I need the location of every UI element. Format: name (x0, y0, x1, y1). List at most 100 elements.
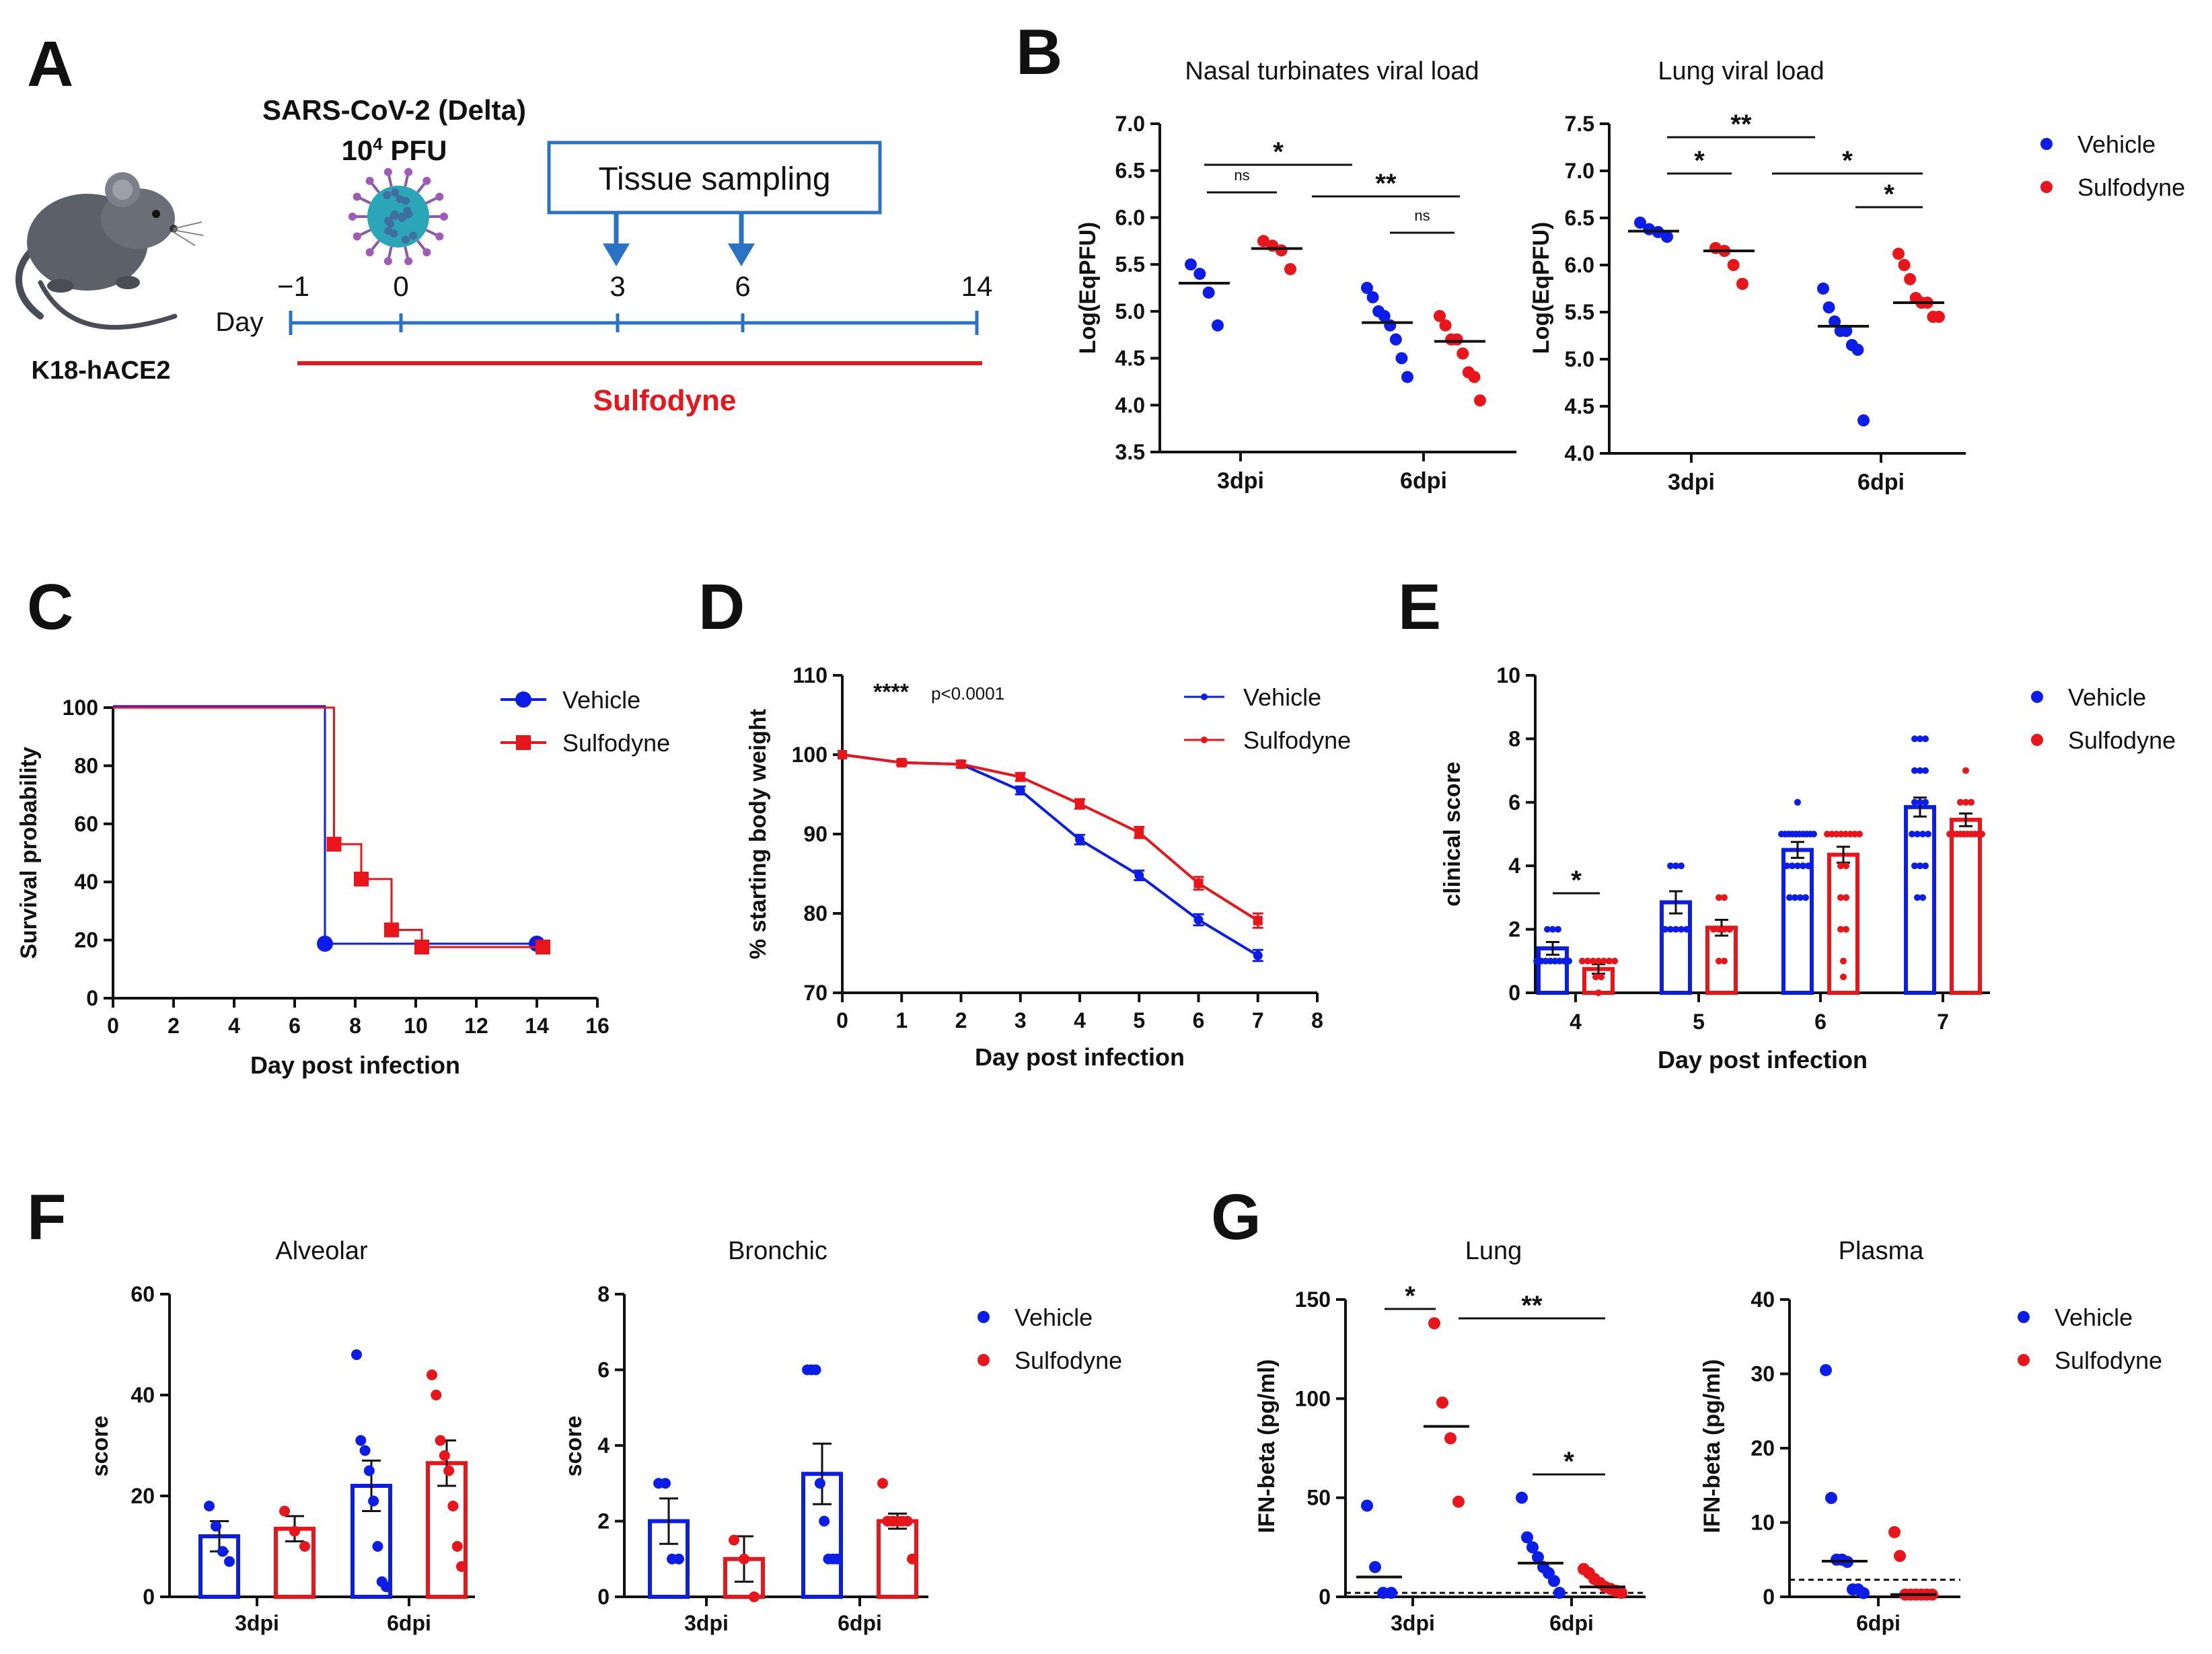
f2-point-vehicle (814, 1478, 825, 1489)
b1-point-vehicle (1193, 268, 1206, 280)
e-point-vehicle (1919, 894, 1926, 901)
b1-point-sulfodyne (1439, 319, 1452, 332)
e-point-vehicle (1672, 862, 1679, 870)
e-point-vehicle (1922, 735, 1929, 743)
c-legend-legend-label-sulfodyne: Sulfodyne (562, 729, 670, 757)
b1-sig-label: ns (1414, 207, 1430, 224)
f2-ytick-label: 8 (597, 1282, 610, 1306)
g1-ytick-label: 150 (1295, 1287, 1331, 1312)
d-point-sulfodyne (1075, 799, 1084, 809)
e-point-vehicle (1917, 862, 1923, 870)
f1-point-vehicle (351, 1349, 362, 1360)
b1-point-vehicle (1395, 352, 1408, 365)
d-point-vehicle (1193, 915, 1204, 925)
g1-point-vehicle (1369, 1561, 1381, 1573)
f2-point-sulfodyne (901, 1515, 913, 1527)
e-point-vehicle (1537, 957, 1545, 965)
b1-point-sulfodyne (1457, 347, 1469, 360)
d-point-sulfodyne (838, 750, 847, 759)
g2-point-vehicle (1857, 1587, 1870, 1600)
f1-point-sulfodyne (299, 1541, 310, 1552)
b1-point-vehicle (1185, 258, 1197, 271)
e-ytick-label: 0 (1508, 981, 1520, 1005)
e-ytick-label: 10 (1496, 663, 1520, 687)
c-xtick-label: 0 (107, 1014, 119, 1038)
b1-ytick-label: 3.5 (1115, 440, 1145, 464)
b1-point-vehicle (1202, 286, 1215, 299)
e-point-vehicle (1792, 894, 1798, 901)
sampling-arrowhead-day3 (603, 243, 630, 266)
virus-dose-exponent: 4 (373, 134, 383, 154)
e-point-vehicle (1922, 767, 1929, 774)
panel-a: A K18-hACE2 SARS-CoV-2 (Delta) 104 PFU T… (15, 28, 992, 417)
panel-label-b: B (1016, 16, 1062, 88)
b2-point-sulfodyne (1727, 259, 1740, 271)
mouse-strain-label: K18-hACE2 (32, 356, 171, 385)
g1-xtick-label: 6dpi (1549, 1611, 1594, 1635)
c-xtick-label: 16 (585, 1014, 610, 1038)
e-point-vehicle (1917, 767, 1923, 774)
b2-ytick-label: 7.5 (1565, 112, 1594, 136)
c-survival-line-vehicle (113, 705, 537, 945)
c-xtick-label: 4 (228, 1014, 240, 1038)
d-ytick-label: 110 (792, 663, 827, 687)
e-point-sulfodyne (1833, 831, 1840, 837)
e-point-vehicle (1797, 894, 1804, 901)
chart-f1: Alveolar 0 20 40 60 3dpi 6dpi score (87, 1237, 475, 1635)
e-xtick-label: 6 (1814, 1010, 1827, 1034)
b1-point-sulfodyne (1434, 309, 1446, 322)
g1-point-vehicle (1361, 1499, 1373, 1512)
virus-dose-base: 10 (342, 135, 373, 166)
f-legend-legend-label-vehicle: Vehicle (1015, 1304, 1093, 1331)
timeline-day-m1: −1 (277, 270, 309, 302)
e-point-sulfodyne (1600, 957, 1607, 965)
e-point-vehicle (1789, 862, 1796, 870)
g2-ytick-label: 10 (1750, 1511, 1775, 1535)
e-point-vehicle (1556, 957, 1563, 965)
virus-name: SARS-CoV-2 (Delta) (262, 94, 526, 126)
f1-point-sulfodyne (431, 1390, 442, 1400)
g2-point-sulfodyne (1894, 1550, 1906, 1563)
b2-sig-label: * (1842, 146, 1853, 176)
virus-spike-tip (348, 213, 357, 221)
f2-ytick-label: 4 (597, 1433, 610, 1458)
d-xtick-label: 7 (1252, 1008, 1264, 1032)
f2-xtick-label: 3dpi (684, 1611, 729, 1635)
c-xtick-label: 10 (404, 1014, 428, 1038)
g2-ytick-label: 0 (1763, 1585, 1775, 1609)
g2-point-sulfodyne (1888, 1526, 1901, 1538)
e-point-sulfodyne (1957, 798, 1964, 806)
b1-point-vehicle (1378, 309, 1391, 322)
f2-point-vehicle (810, 1364, 821, 1376)
virus-surface-dot (391, 188, 400, 197)
f1-point-vehicle (224, 1556, 235, 1567)
d-xtick-label: 2 (955, 1008, 967, 1032)
g1-point-vehicle (1532, 1551, 1544, 1564)
c-marker-sulfodyne (326, 837, 342, 852)
b1-xtick-label: 6dpi (1400, 468, 1447, 494)
panel-label-c: C (27, 571, 73, 643)
f1-point-sulfodyne (456, 1561, 467, 1572)
e-xtick-label: 4 (1570, 1010, 1582, 1034)
b2-sig-label: ** (1730, 110, 1752, 139)
e-point-vehicle (1911, 798, 1918, 806)
f-legend-legend-marker-vehicle (978, 1311, 990, 1323)
virus-spike-tip (383, 167, 392, 176)
b1-point-sulfodyne (1474, 394, 1486, 407)
b2-point-vehicle (1822, 301, 1835, 313)
e-point-vehicle (1783, 862, 1790, 870)
e-bar-sulfodyne (1950, 817, 1982, 995)
virus-icon (348, 167, 448, 266)
virus-surface-dot (384, 217, 393, 225)
d-point-sulfodyne (1015, 772, 1025, 782)
d-legend-legend-marker-sulfodyne (1201, 737, 1208, 743)
e-sig-label: * (1571, 866, 1582, 895)
e-point-vehicle (1547, 957, 1554, 965)
sampling-arrowhead-day6 (728, 243, 755, 266)
b2-ytick-label: 5.0 (1565, 347, 1594, 371)
b2-ytick-label: 5.5 (1565, 300, 1594, 324)
f-legend-legend-label-sulfodyne: Sulfodyne (1015, 1347, 1122, 1374)
c-survival-line-sulfodyne (113, 706, 543, 948)
c-ytick-label: 100 (63, 696, 98, 720)
d-point-sulfodyne (897, 757, 907, 767)
